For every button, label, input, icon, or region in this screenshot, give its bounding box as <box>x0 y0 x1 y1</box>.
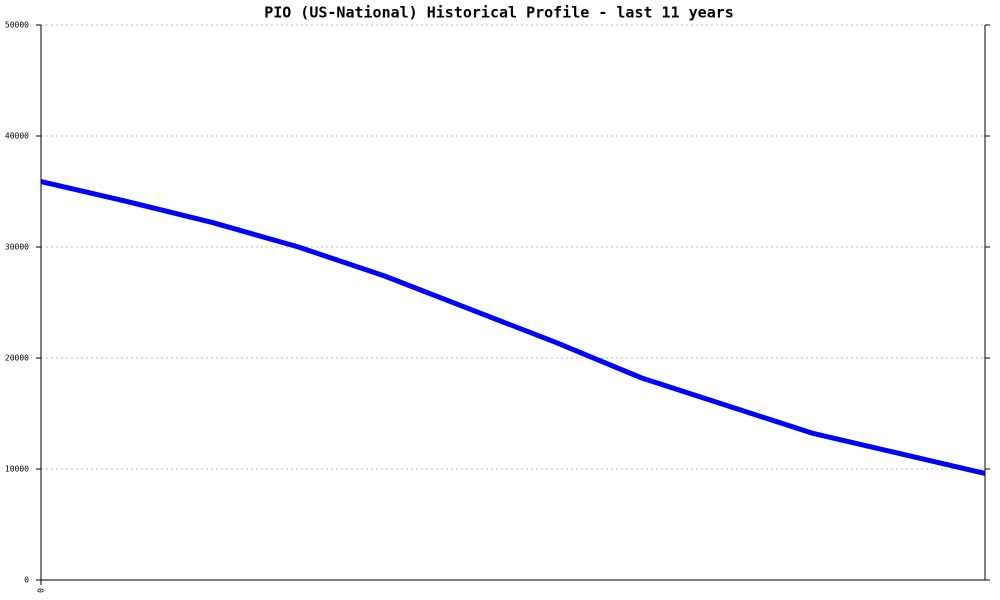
y-tick-label: 0 <box>24 576 29 585</box>
data-line <box>40 179 986 476</box>
x-tick-label: 0 <box>37 588 46 593</box>
y-tick-label: 50000 <box>5 21 29 30</box>
y-tick-label: 10000 <box>5 465 29 474</box>
y-tick-label: 30000 <box>5 243 29 252</box>
chart-title: PIO (US-National) Historical Profile - l… <box>264 4 734 22</box>
y-tick-label: 40000 <box>5 132 29 141</box>
y-tick-label: 20000 <box>5 354 29 363</box>
